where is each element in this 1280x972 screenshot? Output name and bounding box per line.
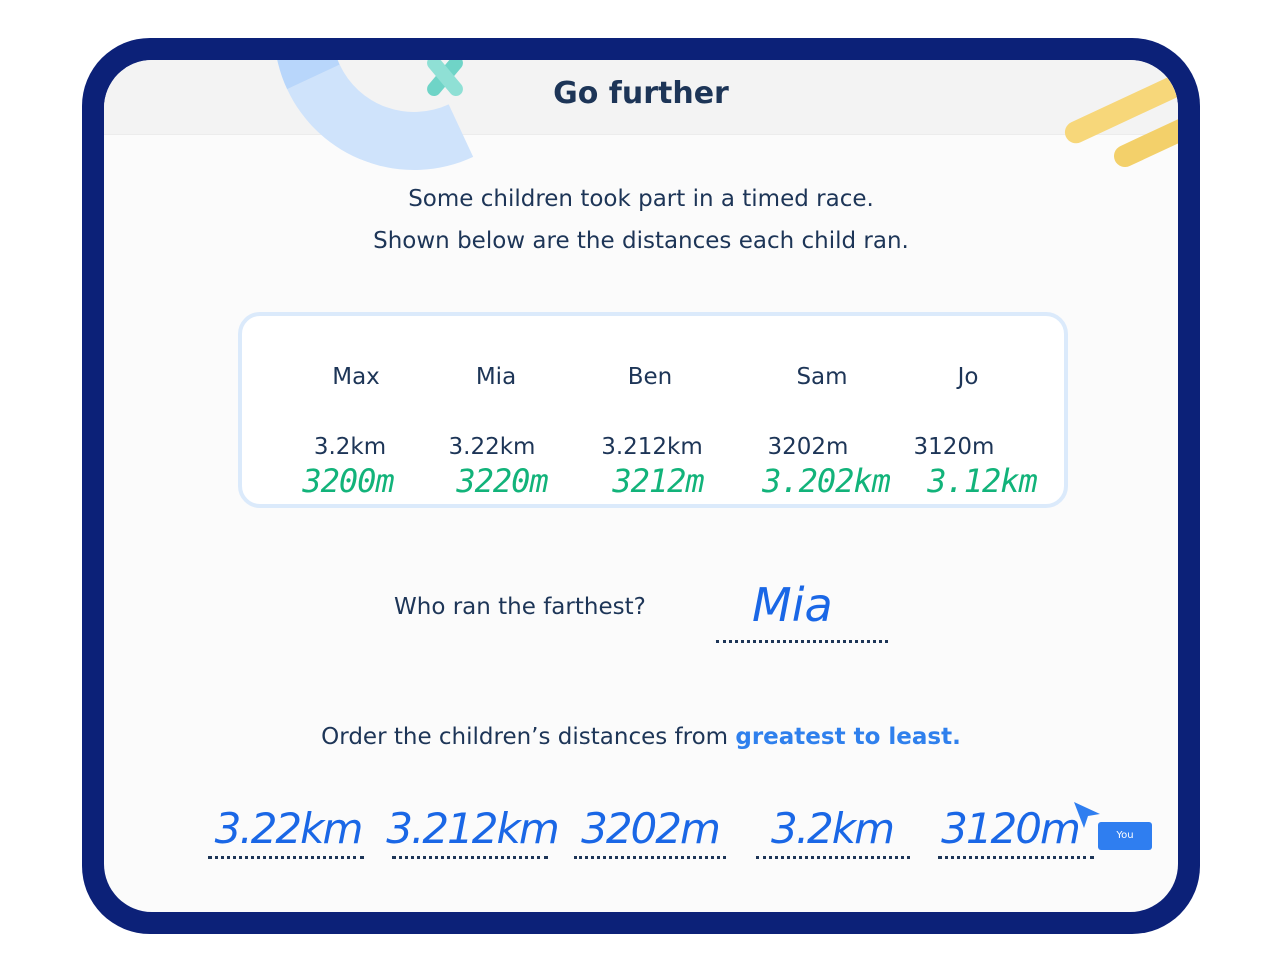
- question-farthest: Who ran the farthest?: [394, 594, 646, 620]
- pointer-cursor-icon: [1074, 802, 1100, 828]
- order-slot-5[interactable]: [938, 856, 1094, 859]
- distance-jo: 3120m: [913, 434, 995, 460]
- worksheet-screen: Go further Some children took part in a …: [104, 60, 1178, 912]
- header-bar: Go further: [104, 60, 1178, 210]
- converted-mia: 3220m: [456, 462, 548, 500]
- order-prompt-text: Order the children’s distances from: [321, 724, 736, 750]
- intro-line-1: Some children took part in a timed race.: [408, 186, 874, 212]
- converted-ben: 3212m: [612, 462, 704, 500]
- converted-max: 3200m: [302, 462, 394, 500]
- converted-sam: 3.202km: [762, 462, 891, 500]
- distances-table: Max Mia Ben Sam Jo 3.2km 3.22km 3.212km …: [238, 312, 1068, 508]
- order-answer-4[interactable]: 3.2km: [770, 804, 895, 853]
- distance-max: 3.2km: [313, 434, 387, 460]
- order-answer-5[interactable]: 3120m: [941, 804, 1081, 853]
- order-prompt-highlight: greatest to least.: [735, 724, 961, 750]
- distance-mia: 3.22km: [448, 434, 536, 460]
- child-name-max: Max: [332, 364, 380, 390]
- child-name-ben: Ben: [627, 364, 673, 390]
- child-name-mia: Mia: [475, 364, 517, 390]
- answer-line-farthest[interactable]: [716, 640, 888, 643]
- order-prompt: Order the children’s distances from grea…: [104, 724, 1178, 750]
- order-answer-1[interactable]: 3.22km: [214, 804, 364, 853]
- order-slot-2[interactable]: [392, 856, 548, 859]
- order-answer-3[interactable]: 3202m: [581, 804, 721, 853]
- child-name-sam: Sam: [796, 364, 848, 390]
- order-slot-4[interactable]: [756, 856, 910, 859]
- converted-jo: 3.12km: [927, 462, 1038, 500]
- page-title: Go further: [553, 76, 729, 111]
- order-slot-3[interactable]: [574, 856, 726, 859]
- child-name-jo: Jo: [957, 364, 979, 390]
- user-badge: You: [1098, 822, 1152, 850]
- order-slot-1[interactable]: [208, 856, 364, 859]
- distance-ben: 3.212km: [601, 434, 703, 460]
- intro-line-2: Shown below are the distances each child…: [373, 228, 909, 254]
- device-frame: Go further Some children took part in a …: [82, 38, 1200, 934]
- distance-sam: 3202m: [767, 434, 849, 460]
- order-answer-2[interactable]: 3.212km: [386, 804, 559, 853]
- answer-farthest[interactable]: Mia: [752, 578, 833, 632]
